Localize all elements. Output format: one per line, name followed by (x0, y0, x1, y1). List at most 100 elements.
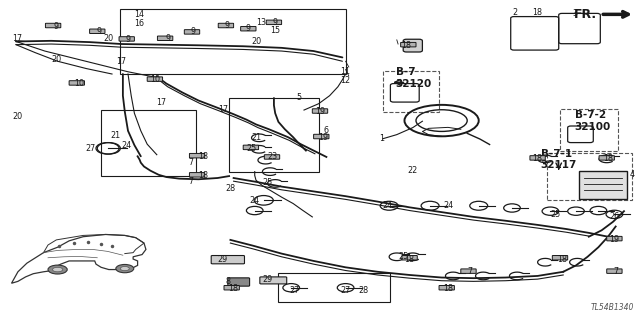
Text: 25: 25 (246, 144, 257, 153)
Text: 10: 10 (150, 75, 161, 84)
Text: 29: 29 (218, 256, 228, 264)
Bar (278, 273, 390, 302)
Text: 18: 18 (228, 284, 239, 293)
FancyBboxPatch shape (599, 156, 614, 160)
Bar (101, 110, 196, 176)
Text: 25: 25 (262, 178, 273, 187)
Text: 2: 2 (513, 8, 518, 17)
Text: 27: 27 (289, 286, 300, 295)
Text: 9: 9 (165, 34, 170, 43)
Text: 7: 7 (468, 267, 473, 276)
Text: FR.: FR. (574, 8, 597, 21)
Text: 21: 21 (110, 131, 120, 140)
Text: 14: 14 (134, 10, 145, 19)
Bar (229, 98, 319, 172)
Text: 28: 28 (358, 286, 369, 295)
Text: 24: 24 (382, 201, 392, 210)
Text: 19: 19 (609, 235, 620, 244)
Text: 18: 18 (198, 152, 209, 161)
Text: 8: 8 (225, 277, 230, 286)
Text: 19: 19 (318, 133, 328, 142)
FancyBboxPatch shape (243, 145, 259, 150)
Text: 13: 13 (256, 18, 266, 27)
Text: 11: 11 (340, 67, 351, 76)
Text: 9: 9 (225, 21, 230, 30)
Text: 17: 17 (156, 98, 166, 107)
FancyBboxPatch shape (241, 26, 256, 31)
Text: 22: 22 (408, 166, 418, 175)
Text: 7: 7 (188, 177, 193, 186)
FancyBboxPatch shape (312, 109, 328, 113)
Text: 20: 20 (251, 37, 261, 46)
Text: 28: 28 (225, 184, 236, 193)
Text: 24: 24 (443, 201, 453, 210)
FancyBboxPatch shape (228, 278, 250, 286)
Bar (120, 9, 346, 74)
Text: 9: 9 (97, 27, 102, 36)
Bar (560, 109, 618, 151)
Bar (579, 171, 627, 199)
FancyBboxPatch shape (45, 23, 61, 28)
FancyBboxPatch shape (189, 153, 205, 158)
Text: 24: 24 (121, 141, 131, 150)
FancyBboxPatch shape (260, 277, 287, 284)
Ellipse shape (48, 265, 67, 274)
Text: 25: 25 (398, 252, 408, 261)
Text: 19: 19 (315, 107, 325, 116)
Text: 4: 4 (630, 170, 635, 179)
Text: 23: 23 (267, 152, 277, 161)
Text: 12: 12 (340, 76, 351, 85)
FancyBboxPatch shape (184, 30, 200, 34)
Text: 27: 27 (86, 144, 96, 153)
FancyBboxPatch shape (218, 23, 234, 28)
FancyBboxPatch shape (401, 42, 416, 47)
FancyBboxPatch shape (211, 256, 244, 264)
FancyBboxPatch shape (119, 37, 134, 41)
FancyBboxPatch shape (607, 236, 622, 241)
Text: 1: 1 (380, 134, 385, 143)
FancyBboxPatch shape (403, 39, 422, 52)
Text: 20: 20 (104, 34, 114, 43)
FancyBboxPatch shape (264, 155, 280, 159)
Text: 17: 17 (12, 34, 22, 43)
FancyBboxPatch shape (552, 256, 568, 260)
Text: 26: 26 (609, 212, 620, 221)
Text: 16: 16 (134, 19, 145, 28)
Text: 18: 18 (198, 171, 209, 180)
Text: 18: 18 (532, 8, 543, 17)
Text: 21: 21 (251, 133, 261, 142)
FancyBboxPatch shape (69, 81, 84, 85)
FancyBboxPatch shape (224, 286, 239, 290)
FancyBboxPatch shape (439, 286, 454, 290)
Text: 27: 27 (340, 286, 351, 295)
FancyBboxPatch shape (402, 256, 417, 260)
Text: 18: 18 (603, 154, 613, 163)
Text: 18: 18 (443, 284, 453, 293)
Text: B-7
32120: B-7 32120 (396, 67, 432, 89)
Text: 18: 18 (557, 255, 567, 263)
Ellipse shape (116, 264, 134, 273)
Bar (547, 153, 632, 200)
Bar (383, 71, 439, 112)
Text: 9: 9 (273, 18, 278, 27)
FancyBboxPatch shape (314, 134, 329, 139)
Text: 3: 3 (572, 9, 577, 18)
FancyBboxPatch shape (607, 269, 622, 273)
FancyBboxPatch shape (189, 173, 205, 177)
Text: 18: 18 (404, 255, 415, 263)
FancyBboxPatch shape (157, 36, 173, 41)
FancyBboxPatch shape (461, 269, 476, 273)
Text: 17: 17 (218, 105, 228, 114)
Text: 15: 15 (270, 26, 280, 35)
Text: TL54B1340: TL54B1340 (590, 303, 634, 312)
Text: B-7-1
32117: B-7-1 32117 (541, 149, 577, 170)
Text: 18: 18 (532, 154, 543, 163)
Text: 9: 9 (125, 35, 131, 44)
Text: 24: 24 (250, 196, 260, 205)
FancyBboxPatch shape (266, 20, 282, 25)
Text: 5: 5 (296, 93, 301, 102)
Text: 29: 29 (262, 275, 273, 284)
Text: 7: 7 (188, 158, 193, 167)
FancyBboxPatch shape (147, 77, 163, 81)
Text: 20: 20 (51, 55, 61, 63)
